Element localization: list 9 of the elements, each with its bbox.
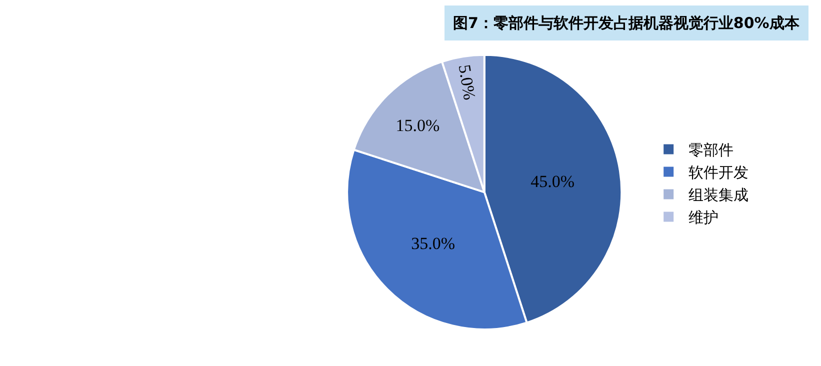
chart-title: 图7：零部件与软件开发占据机器视觉行业80%成本 xyxy=(453,14,800,32)
legend-label: 零部件 xyxy=(688,141,734,160)
legend-label: 组装集成 xyxy=(688,186,749,204)
data-label: 45.0% xyxy=(530,172,575,191)
data-label: 15.0% xyxy=(396,116,440,135)
data-label: 35.0% xyxy=(411,234,456,253)
data-label: 5.0% xyxy=(454,63,480,102)
legend-label: 软件开发 xyxy=(688,164,749,182)
legend-label: 维护 xyxy=(688,208,719,227)
